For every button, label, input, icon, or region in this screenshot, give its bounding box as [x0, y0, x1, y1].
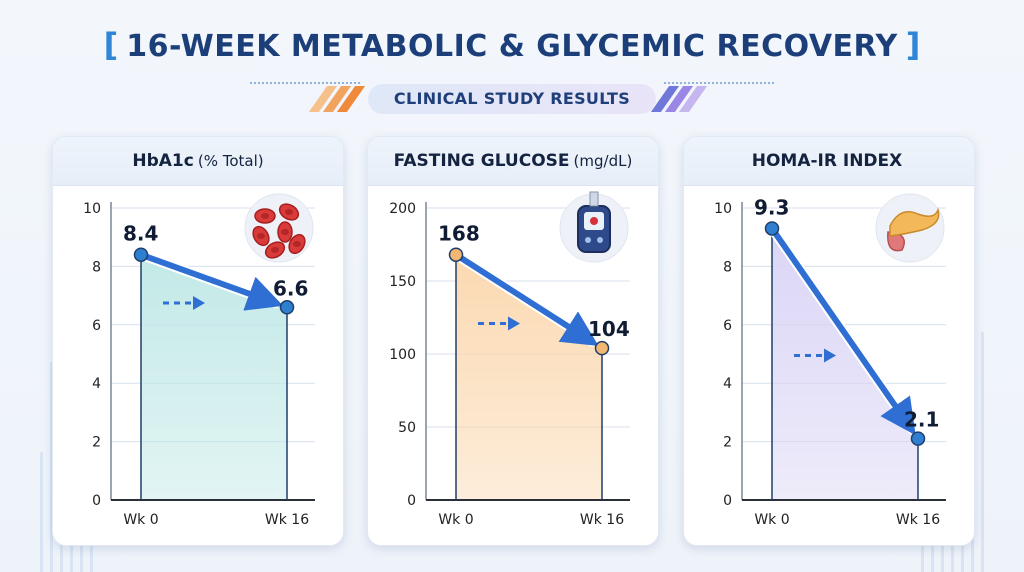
- right-bracket-icon: ]: [905, 26, 921, 64]
- y-tick-label: 6: [723, 318, 732, 334]
- left-bracket-icon: [: [103, 26, 119, 64]
- card-header: HbA1c (% Total): [53, 137, 343, 186]
- chart-unit: (% Total): [197, 152, 264, 170]
- area-fill: [456, 254, 602, 500]
- y-tick-label: 4: [92, 376, 101, 392]
- trend-arrow: [139, 251, 284, 311]
- trend-arrow: [454, 252, 599, 347]
- x-tick-label: Wk 16: [265, 512, 309, 528]
- blood-cell-center: [271, 247, 279, 253]
- data-label: 2.1: [904, 408, 939, 432]
- chart-card-homa-ir: HOMA-IR INDEX 0 2 4 6 8 10 9.3 2.1 Wk 0 Wk 16: [683, 136, 975, 546]
- x-tick-label: Wk 16: [580, 512, 624, 528]
- x-tick-label: Wk 0: [754, 512, 789, 528]
- meter-button: [585, 237, 591, 243]
- blood-cell-center: [285, 209, 293, 215]
- glucose-meter-icon: [559, 191, 629, 263]
- chart-title: FASTING GLUCOSE: [393, 151, 570, 171]
- data-label: 104: [588, 317, 630, 341]
- data-label: 8.4: [123, 222, 158, 246]
- y-tick-label: 0: [407, 493, 416, 509]
- chart-title: HbA1c: [132, 151, 194, 171]
- homa-ir-chart: 0 2 4 6 8 10 9.3 2.1 Wk 0 Wk 16: [714, 193, 946, 528]
- fasting-glucose-chart: 0 50 100 150 200 168 104 Wk 0 Wk 16: [389, 191, 630, 528]
- data-point: [764, 221, 780, 236]
- area-fill: [772, 228, 918, 500]
- duodenum: [887, 231, 905, 252]
- blood-drop: [590, 217, 598, 225]
- y-tick-label: 50: [398, 420, 416, 436]
- data-label: 6.6: [273, 276, 308, 300]
- pancreas: [889, 207, 940, 237]
- chart-title: HOMA-IR INDEX: [751, 151, 903, 171]
- blood-cell-center: [281, 229, 289, 235]
- x-tick-label: Wk 0: [438, 512, 473, 528]
- y-tick-label: 10: [714, 201, 732, 217]
- x-tick-label: Wk 16: [896, 512, 940, 528]
- divider-left: [250, 82, 360, 84]
- data-label: 9.3: [754, 195, 789, 219]
- subtitle-banner: CLINICAL STUDY RESULTS: [368, 84, 656, 114]
- y-tick-label: 6: [92, 318, 101, 334]
- title-area: [16-WEEK METABOLIC & GLYCEMIC RECOVERY]: [0, 26, 1024, 64]
- area-fill: [141, 254, 287, 500]
- direction-arrow-icon: [824, 348, 836, 363]
- data-point: [133, 247, 149, 262]
- y-tick-label: 0: [723, 493, 732, 509]
- data-point: [594, 340, 610, 356]
- blood-cell-center: [293, 241, 301, 247]
- y-tick-label: 2: [723, 435, 732, 451]
- page-title: 16-WEEK METABOLIC & GLYCEMIC RECOVERY: [126, 29, 898, 64]
- y-tick-label: 150: [389, 274, 416, 290]
- y-tick-label: 8: [92, 259, 101, 275]
- y-tick-label: 100: [389, 347, 416, 363]
- test-strip: [589, 191, 599, 207]
- subtitle: CLINICAL STUDY RESULTS: [393, 89, 631, 108]
- red-blood-cells-icon: [244, 193, 314, 263]
- y-tick-label: 10: [83, 201, 101, 217]
- y-tick-label: 8: [723, 259, 732, 275]
- chart-card-fasting-glucose: FASTING GLUCOSE (mg/dL) 0 50 100 150 200 168 10…: [367, 136, 659, 546]
- y-tick-label: 4: [723, 376, 732, 392]
- chart-unit: (mg/dL): [573, 152, 633, 170]
- direction-arrow-icon: [193, 296, 205, 310]
- y-tick-label: 2: [92, 435, 101, 451]
- direction-arrow-icon: [508, 316, 520, 331]
- divider-right: [664, 82, 774, 84]
- data-point: [910, 431, 926, 446]
- chart-card-hba1c: HbA1c (% Total) 0 2 4 6 8 10 8.4 6.6 Wk 0 Wk 16: [52, 136, 344, 546]
- meter-button: [597, 237, 603, 243]
- x-tick-label: Wk 0: [123, 512, 158, 528]
- blood-cell-center: [257, 233, 265, 239]
- pancreas-icon: [875, 193, 945, 263]
- data-point: [448, 247, 464, 262]
- y-tick-label: 0: [92, 493, 101, 509]
- card-header: FASTING GLUCOSE (mg/dL): [368, 137, 658, 186]
- y-tick-label: 200: [389, 201, 416, 217]
- card-header: HOMA-IR INDEX: [684, 137, 974, 186]
- data-label: 168: [438, 222, 480, 246]
- blood-cell-center: [261, 213, 269, 219]
- hba1c-chart: 0 2 4 6 8 10 8.4 6.6 Wk 0 Wk 16: [83, 193, 315, 528]
- trend-arrow: [769, 226, 916, 436]
- data-point: [279, 300, 295, 315]
